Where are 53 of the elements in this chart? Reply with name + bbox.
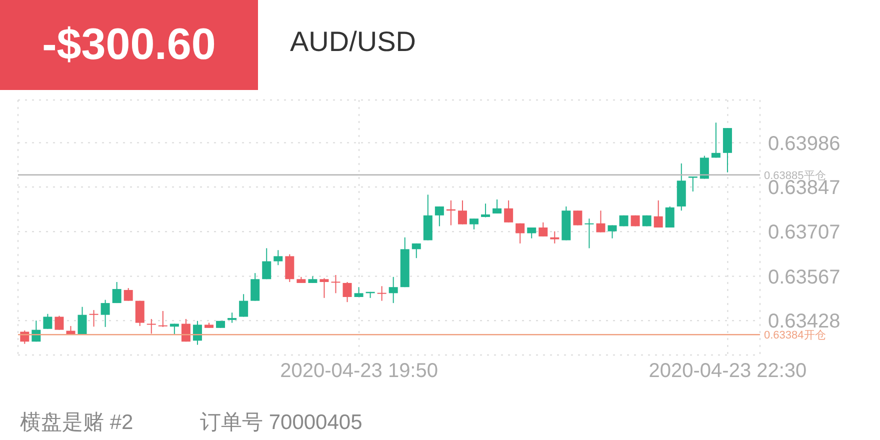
candlestick xyxy=(192,320,202,346)
chart-subtitle: AUD/USD xyxy=(290,26,416,58)
y-tick-label: 0.63986 xyxy=(768,132,840,155)
candlestick xyxy=(54,315,64,330)
candlestick xyxy=(573,210,582,226)
candlestick xyxy=(527,227,536,239)
candlestick xyxy=(608,224,617,239)
x-tick-label: 2020-04-23 22:30 xyxy=(648,360,807,382)
candlestick xyxy=(458,200,467,225)
candlestick xyxy=(158,310,168,328)
candlestick xyxy=(354,286,364,298)
candlestick xyxy=(665,206,674,228)
text: 订单号 70000405 xyxy=(200,410,362,436)
candlestick xyxy=(388,276,398,304)
y-tick-label: 0.63567 xyxy=(768,266,840,288)
candlestick xyxy=(538,222,548,237)
candlestick xyxy=(492,198,502,214)
candlestick xyxy=(239,294,248,318)
candlestick xyxy=(228,312,237,324)
candlestick xyxy=(700,155,709,180)
candlestick xyxy=(412,242,421,259)
x-tick-label: 2020-04-23 19:50 xyxy=(280,360,438,382)
candlestick xyxy=(711,122,720,158)
candlestick xyxy=(654,200,663,228)
candlestick xyxy=(516,222,525,244)
candlestick xyxy=(481,203,490,218)
candlestick xyxy=(112,282,122,304)
candlestick xyxy=(262,248,272,280)
candlestick xyxy=(124,288,133,302)
candlestick xyxy=(20,330,30,344)
candlestick xyxy=(89,310,98,328)
candlestick xyxy=(320,278,329,298)
candlestick xyxy=(78,306,87,336)
candlestick xyxy=(434,206,444,227)
candlestick xyxy=(377,286,386,302)
candlestick xyxy=(285,254,294,283)
candlestick xyxy=(596,210,606,233)
candlestick xyxy=(100,299,110,328)
candlestick xyxy=(250,272,260,302)
candlestick xyxy=(584,218,594,249)
candlestick xyxy=(43,313,52,330)
candlestick xyxy=(146,318,156,334)
candlestick xyxy=(688,176,698,192)
candlestick xyxy=(504,200,514,223)
chart-title: -$300.60 xyxy=(0,0,258,90)
candlestick xyxy=(274,250,283,266)
candlestick xyxy=(135,300,144,326)
candlestick xyxy=(550,230,560,244)
candlestick xyxy=(331,274,340,294)
candlestick xyxy=(342,282,352,303)
text: 横盘是赌 #2 xyxy=(20,410,134,436)
candlestick xyxy=(470,218,478,230)
y-tick-label: 0.63707 xyxy=(768,222,840,244)
